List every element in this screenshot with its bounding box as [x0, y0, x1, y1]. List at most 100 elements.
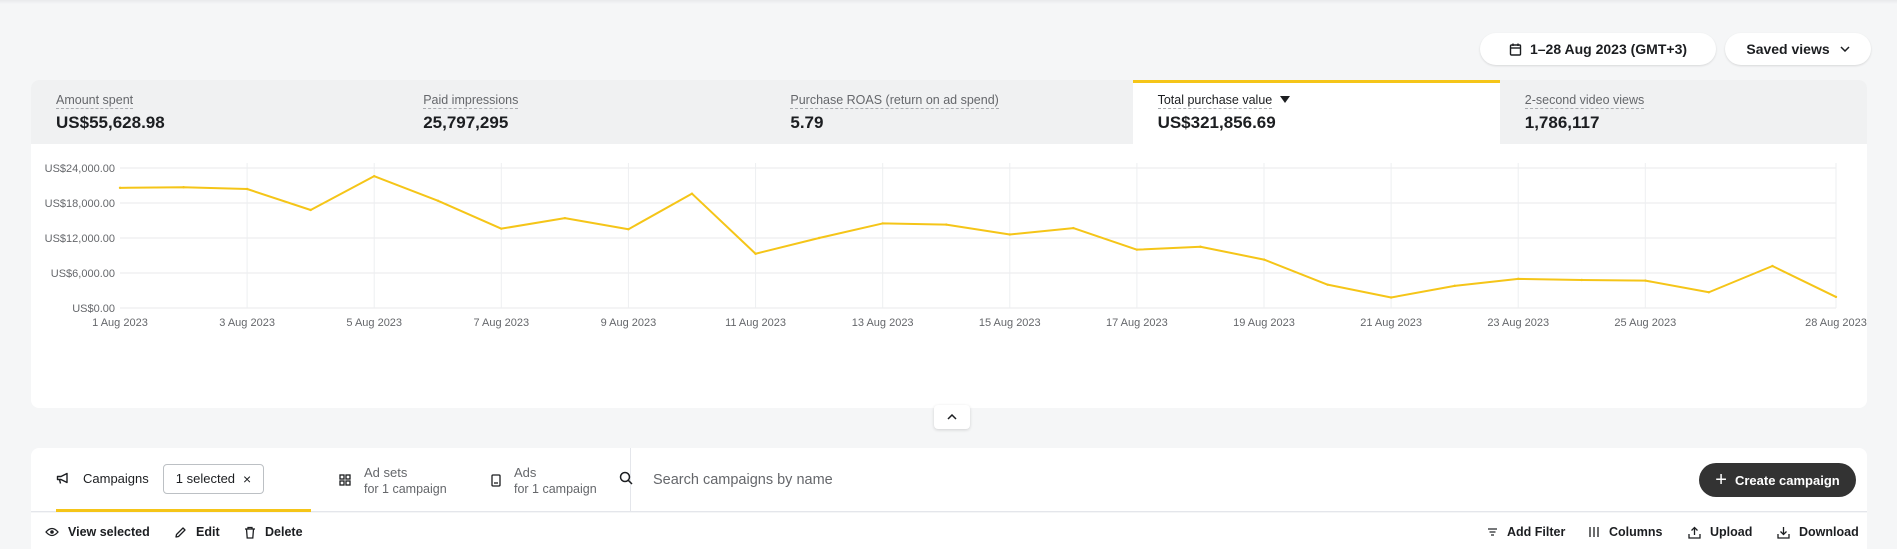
data-point[interactable]: [182, 186, 185, 189]
metric-value: 1,786,117: [1524, 113, 1600, 132]
x-tick-label: 9 Aug 2023: [601, 317, 657, 329]
data-point[interactable]: [1517, 277, 1520, 281]
download-icon: [1777, 526, 1790, 539]
upload-button[interactable]: Upload: [1688, 525, 1752, 539]
data-point[interactable]: [1453, 284, 1456, 288]
add-filter-button[interactable]: Add Filter: [1487, 525, 1565, 539]
metric-value: 25,797,295: [423, 113, 509, 132]
chevron-down-icon: [1840, 46, 1850, 52]
create-campaign-label: Create campaign: [1734, 472, 1840, 488]
create-campaign-button[interactable]: + Create campaign: [1699, 463, 1856, 497]
chart-y-axis: US$0.00 US$6,000.00 US$12,000.00 US$18,000.…: [45, 163, 115, 315]
download-label: Download: [1799, 525, 1859, 539]
data-point[interactable]: [500, 227, 503, 230]
selected-chip-label: 1 selected: [175, 471, 236, 486]
y-tick-label: US$24,000.00: [45, 163, 115, 175]
tab-label: Campaigns: [83, 471, 149, 486]
data-point[interactable]: [1135, 248, 1139, 251]
x-tick-label: 17 Aug 2023: [1106, 317, 1168, 329]
tab-campaigns[interactable]: Campaigns 1 selected ×: [56, 448, 311, 512]
data-point[interactable]: [754, 252, 757, 255]
x-tick-label: 1 Aug 2023: [92, 317, 148, 329]
data-point[interactable]: [817, 236, 821, 240]
tab-ad-sets[interactable]: Ad sets for 1 campaign: [311, 448, 461, 512]
action-bar: View selected Edit Delete Add Filter Col…: [31, 513, 1867, 549]
data-point[interactable]: [373, 174, 376, 178]
collapse-chart-button[interactable]: [934, 405, 970, 429]
eye-icon: [45, 527, 59, 537]
data-point[interactable]: [245, 187, 249, 191]
metric-tab-total-purchase-value[interactable]: Total purchase value US$321,856.69: [1132, 80, 1500, 144]
filter-icon: [1488, 528, 1497, 536]
selected-chip[interactable]: 1 selected ×: [162, 463, 265, 494]
trash-icon: [245, 526, 255, 539]
data-point[interactable]: [563, 216, 567, 220]
data-point[interactable]: [1644, 279, 1647, 282]
metric-tab-paid-impressions[interactable]: Paid impressions 25,797,295: [398, 80, 765, 144]
edit-button[interactable]: Edit: [174, 525, 220, 539]
data-point[interactable]: [1834, 295, 1838, 299]
top-shadow: [0, 0, 1897, 4]
saved-views-button[interactable]: Saved views: [1725, 33, 1871, 65]
data-point[interactable]: [1008, 233, 1011, 236]
chevron-up-icon: [947, 414, 957, 420]
chart-x-axis: 1 Aug 2023 3 Aug 2023 5 Aug 2023 7 Aug 2023…: [92, 317, 1867, 329]
metric-label: 2-second video views: [1524, 93, 1645, 109]
data-point[interactable]: [1771, 264, 1774, 268]
data-point[interactable]: [436, 199, 439, 202]
metric-label: Paid impressions: [423, 93, 519, 109]
x-tick-label: 15 Aug 2023: [979, 317, 1041, 329]
columns-icon: [1589, 527, 1599, 537]
tab-label: Ads: [514, 464, 537, 480]
data-point[interactable]: [1326, 283, 1329, 286]
tab-label: Ad sets: [364, 464, 408, 480]
megaphone-icon: [56, 472, 70, 485]
search-input[interactable]: [653, 465, 1253, 495]
data-point[interactable]: [1580, 278, 1583, 282]
data-point[interactable]: [1072, 226, 1075, 230]
data-point[interactable]: [1262, 258, 1266, 261]
metric-tab-amount-spent[interactable]: Amount spent US$55,628.98: [31, 80, 398, 144]
data-point[interactable]: [1199, 245, 1202, 248]
search-icon: [619, 471, 633, 490]
ad-icon: [491, 473, 501, 487]
metric-value: US$55,628.98: [56, 113, 165, 132]
calendar-icon: [1509, 43, 1522, 56]
metric-tabs: Amount spent US$55,628.98 Paid impressio…: [31, 80, 1867, 144]
upload-icon: [1688, 526, 1701, 539]
pencil-icon: [175, 526, 186, 538]
data-point[interactable]: [627, 228, 630, 231]
tab-ads[interactable]: Ads for 1 campaign: [461, 448, 631, 512]
date-range-button[interactable]: 1–28 Aug 2023 (GMT+3): [1480, 33, 1716, 65]
close-icon[interactable]: ×: [243, 470, 252, 487]
download-button[interactable]: Download: [1777, 525, 1859, 539]
metric-tab-purchase-roas[interactable]: Purchase ROAS (return on ad spend) 5.79: [765, 80, 1132, 144]
y-tick-label: US$6,000.00: [51, 268, 115, 280]
data-point[interactable]: [118, 186, 122, 190]
metric-tab-video-views[interactable]: 2-second video views 1,786,117: [1500, 80, 1867, 144]
metric-value: 5.79: [790, 113, 824, 132]
data-point[interactable]: [309, 208, 312, 212]
y-tick-label: US$0.00: [72, 303, 115, 315]
view-selected-label: View selected: [68, 525, 150, 539]
date-range-label: 1–28 Aug 2023 (GMT+3): [1529, 41, 1688, 57]
x-tick-label: 5 Aug 2023: [346, 317, 402, 329]
metric-label: Purchase ROAS (return on ad spend): [790, 93, 999, 109]
x-tick-label: 7 Aug 2023: [473, 317, 529, 329]
x-tick-label: 21 Aug 2023: [1360, 317, 1422, 329]
columns-button[interactable]: Columns: [1588, 525, 1662, 539]
view-selected-button[interactable]: View selected: [45, 525, 150, 539]
y-tick-label: US$12,000.00: [45, 233, 115, 245]
data-point[interactable]: [1707, 291, 1711, 294]
campaign-toolbar: Campaigns 1 selected × Ad sets for 1 cam…: [31, 448, 1867, 512]
chart-series: [118, 174, 1838, 299]
tab-sublabel: for 1 campaign: [514, 481, 597, 496]
data-point[interactable]: [1389, 296, 1393, 299]
delete-button[interactable]: Delete: [244, 525, 303, 539]
data-point[interactable]: [690, 192, 694, 195]
metrics-panel: Amount spent US$55,628.98 Paid impressio…: [31, 80, 1867, 408]
data-point[interactable]: [945, 223, 948, 226]
data-point[interactable]: [881, 222, 884, 225]
line-chart: US$0.00 US$6,000.00 US$12,000.00 US$18,000.…: [45, 163, 1867, 329]
caret-down-icon[interactable]: [1280, 96, 1291, 104]
